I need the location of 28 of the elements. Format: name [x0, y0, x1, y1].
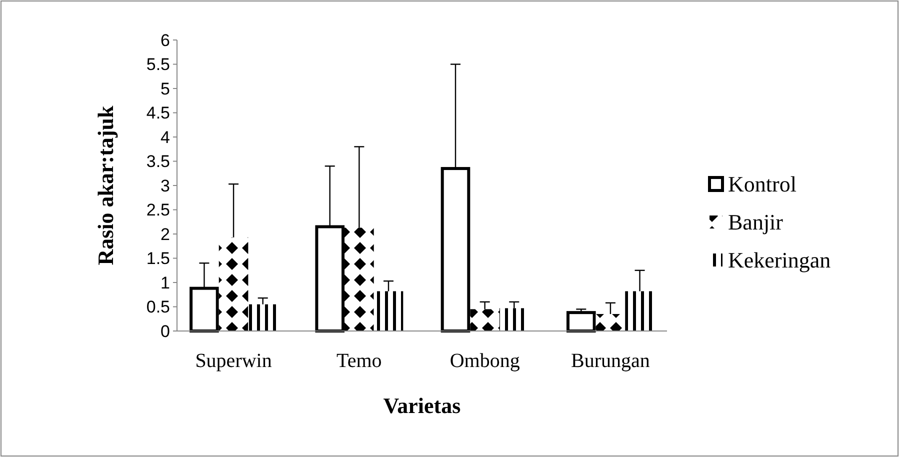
bar	[374, 291, 404, 331]
y-tick-label: 0	[160, 322, 170, 341]
bar	[344, 228, 374, 331]
bar	[566, 311, 596, 332]
bar	[248, 304, 278, 331]
y-tick-label: 3.5	[146, 152, 170, 172]
y-tick-label: 6	[160, 30, 170, 50]
y-tick-label: 2	[160, 224, 170, 244]
y-tick-label: 1.5	[146, 249, 170, 268]
x-tick-label: Ombong	[450, 350, 520, 372]
legend-label: Kontrol	[728, 172, 796, 197]
y-tick-label: 0.5	[146, 298, 170, 317]
y-tick-label: 5.5	[146, 55, 170, 74]
bar	[218, 237, 248, 331]
y-tick-label: 3	[160, 176, 170, 196]
x-axis-title: Varietas	[383, 393, 462, 418]
y-tick-label: 2.5	[146, 200, 170, 220]
y-tick-label: 5	[160, 79, 170, 98]
bar	[470, 309, 500, 331]
y-axis-title: Rasio akar:tajuk	[93, 104, 118, 266]
x-tick-label: Temo	[336, 350, 382, 372]
x-tick-label: Burungan	[571, 350, 650, 372]
x-tick-label: Superwin	[195, 350, 272, 372]
y-tick-label: 1	[160, 273, 170, 292]
legend-label: Kekeringan	[728, 248, 831, 273]
legend-label: Banjir	[728, 210, 784, 235]
y-tick-label: 4	[160, 128, 170, 147]
y-tick-label: 4.5	[146, 104, 170, 123]
